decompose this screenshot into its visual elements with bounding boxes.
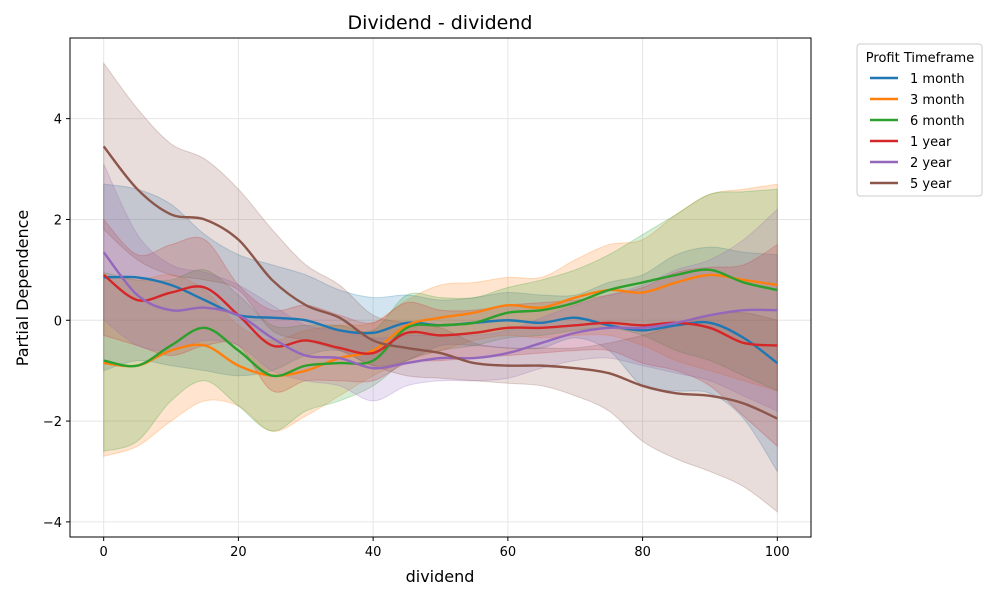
x-tick-label: 100	[765, 545, 790, 560]
legend-item: 6 month	[870, 114, 965, 129]
axis-ticks: 0 20 40 60 80 100 −4 −2 0 2 4	[43, 113, 790, 560]
plot-frame	[69, 37, 812, 538]
x-axis-label: dividend	[406, 567, 475, 586]
x-tick-label: 60	[500, 545, 517, 560]
x-tick-label: 80	[634, 545, 651, 560]
series-line-5-year	[102, 145, 778, 420]
series-line-1-year	[102, 273, 778, 355]
legend-item: 2 year	[870, 156, 952, 171]
x-tick-label: 0	[100, 545, 108, 560]
legend-items: 1 month 3 month 6 month 1 year 2 year 5 year	[870, 72, 965, 192]
y-tick-label: 0	[54, 314, 62, 329]
legend-item: 5 year	[870, 177, 952, 192]
legend-label: 5 year	[910, 177, 952, 192]
confidence-band-1-year	[103, 218, 778, 448]
y-tick-label: −4	[43, 516, 62, 531]
confidence-band-6-month	[103, 188, 778, 452]
confidence-band-1-month	[103, 183, 778, 474]
series-lines	[102, 145, 779, 420]
legend-label: 1 year	[910, 135, 952, 150]
legend-label: 2 year	[910, 156, 952, 171]
legend-box	[856, 43, 983, 197]
legend-item: 3 month	[870, 93, 965, 108]
legend-label: 1 month	[910, 72, 965, 87]
confidence-band-5-year	[103, 61, 778, 513]
y-tick-label: −2	[43, 415, 62, 430]
legend-item: 1 year	[870, 135, 952, 150]
series-line-6-month	[103, 268, 778, 378]
series-line-2-year	[102, 251, 778, 370]
legend-title: Profit Timeframe	[866, 51, 974, 66]
legend-item: 1 month	[870, 72, 965, 87]
chart-title: Dividend - dividend	[348, 12, 533, 34]
x-tick-label: 40	[365, 545, 382, 560]
grid	[70, 38, 811, 537]
x-tick-label: 20	[230, 545, 247, 560]
legend-label: 3 month	[910, 93, 965, 108]
y-tick-label: 2	[54, 213, 62, 228]
y-axis-label: Partial Dependence	[13, 210, 32, 366]
y-tick-label: 4	[54, 113, 62, 128]
series-line-3-month	[103, 273, 778, 378]
confidence-bands	[103, 61, 778, 513]
confidence-band-3-month	[103, 183, 778, 458]
legend-label: 6 month	[910, 114, 965, 129]
